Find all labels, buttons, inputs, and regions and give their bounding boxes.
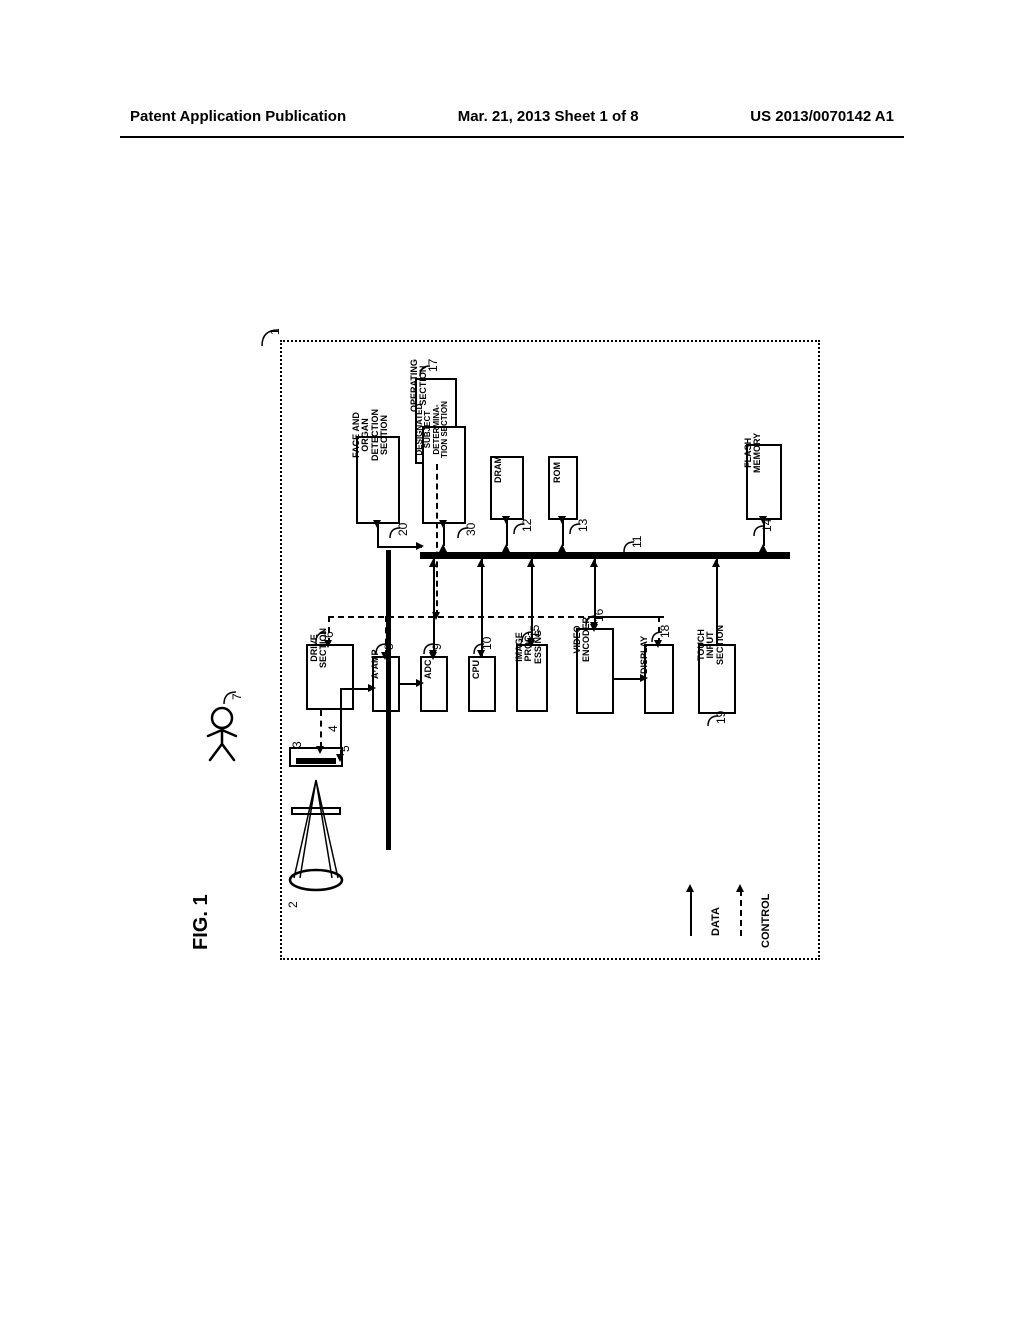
arr-drive-4 xyxy=(316,746,324,754)
block-adc: ADC xyxy=(420,656,448,712)
block-touch: TOUCH INPUT SECTION xyxy=(698,644,736,714)
arr-rom-d xyxy=(558,516,566,524)
block-venc: VIDEO ENCODER xyxy=(576,628,614,714)
adc-label: ADC xyxy=(424,660,433,680)
arr-aamp-adc xyxy=(416,679,424,687)
ctrl-from-operating xyxy=(436,464,438,616)
arr-venc-display xyxy=(640,674,648,682)
legend-data: DATA xyxy=(710,907,722,936)
label-3: 3 xyxy=(290,741,304,748)
cpu-label: CPU xyxy=(472,660,481,679)
arr-touch-u xyxy=(712,559,720,567)
lead-11 xyxy=(622,540,636,554)
block-cpu: CPU xyxy=(468,656,496,712)
lead-20 xyxy=(388,526,402,540)
flash-label: FLASH MEMORY xyxy=(744,432,763,472)
arr-venc-u xyxy=(590,559,598,567)
block-flash: FLASH MEMORY xyxy=(746,444,782,520)
arr-face-d xyxy=(373,520,381,528)
arr-rom-u xyxy=(558,544,566,552)
arr-cpu-u xyxy=(477,559,485,567)
arr-flash-d xyxy=(759,516,767,524)
stub-touch xyxy=(716,559,718,644)
figure-canvas: FIG. 1 7 1 2 3 4 5 DRIVE SECT xyxy=(190,300,830,1000)
rom-label: ROM xyxy=(553,462,562,483)
block-drive: DRIVE SECTION xyxy=(306,644,354,710)
ctrl-spine-ext xyxy=(594,616,660,618)
label-4: 4 xyxy=(326,725,340,732)
display-label: DISPLAY xyxy=(640,636,649,674)
dash-drive-mech4 xyxy=(320,710,322,748)
arr-dram-u xyxy=(502,544,510,552)
label-2: 2 xyxy=(286,901,300,908)
block-desig: DESIGNATED SUBJECT DETERMINA- TION SECTI… xyxy=(422,426,466,524)
lead-7 xyxy=(222,690,238,706)
arr-ctrl-display xyxy=(654,640,662,648)
arr-dram-d xyxy=(502,516,510,524)
subject-icon xyxy=(202,704,242,764)
ctrl-drop-cpu xyxy=(481,616,483,656)
arr-ctrl-aamp xyxy=(381,652,389,660)
arr-sensor-aamp xyxy=(368,684,376,692)
legend-data-line xyxy=(690,890,692,936)
lead-17 xyxy=(418,364,432,378)
arr-desig-u xyxy=(439,544,447,552)
lead-12 xyxy=(512,522,526,536)
legend-ctrl-arrow xyxy=(736,884,744,892)
header-left: Patent Application Publication xyxy=(130,108,346,136)
legend-data-arrow xyxy=(686,884,694,892)
arr-drive-5 xyxy=(336,754,344,762)
arr-desig-d xyxy=(439,520,447,528)
block-face: FACE AND ORGAN DETECTION SECTION xyxy=(356,436,400,524)
arr-ctrl-drive xyxy=(324,640,332,648)
block-display: DISPLAY xyxy=(644,644,674,714)
bus-left-v xyxy=(386,550,391,850)
page-header: Patent Application Publication Mar. 21, … xyxy=(0,108,1024,136)
line-sensor-v xyxy=(340,688,342,748)
arr-img-u xyxy=(527,559,535,567)
page: Patent Application Publication Mar. 21, … xyxy=(0,0,1024,1320)
arr-ctrl-venc xyxy=(590,624,598,632)
arr-face-r xyxy=(416,542,424,550)
lead-13 xyxy=(568,522,582,536)
ctrl-drop-adc xyxy=(433,616,435,656)
lead-30 xyxy=(456,526,470,540)
lead-19 xyxy=(706,714,720,728)
arr-flash-u xyxy=(759,544,767,552)
header-center: Mar. 21, 2013 Sheet 1 of 8 xyxy=(458,108,639,136)
system-bus xyxy=(420,552,790,559)
desig-label: DESIGNATED SUBJECT DETERMINA- TION SECTI… xyxy=(416,401,450,458)
block-dram: DRAM xyxy=(490,456,524,520)
header-rule xyxy=(120,136,904,138)
face-label: FACE AND ORGAN DETECTION SECTION xyxy=(352,409,390,461)
legend-ctrl-line xyxy=(740,890,742,936)
lead-1 xyxy=(260,328,280,348)
legend-control: CONTROL xyxy=(760,894,772,948)
touch-label: TOUCH INPUT SECTION xyxy=(697,625,725,665)
arr-ctrl-adc xyxy=(429,652,437,660)
ctrl-drop-aamp xyxy=(385,616,387,656)
block-img: IMAGE PROC- ESSING xyxy=(516,644,548,712)
figure-label: FIG. 1 xyxy=(190,894,213,950)
header-right: US 2013/0070142 A1 xyxy=(750,108,894,136)
block-rom: ROM xyxy=(548,456,578,520)
dram-label: DRAM xyxy=(494,456,503,483)
arr-ctrl-img xyxy=(527,640,535,648)
